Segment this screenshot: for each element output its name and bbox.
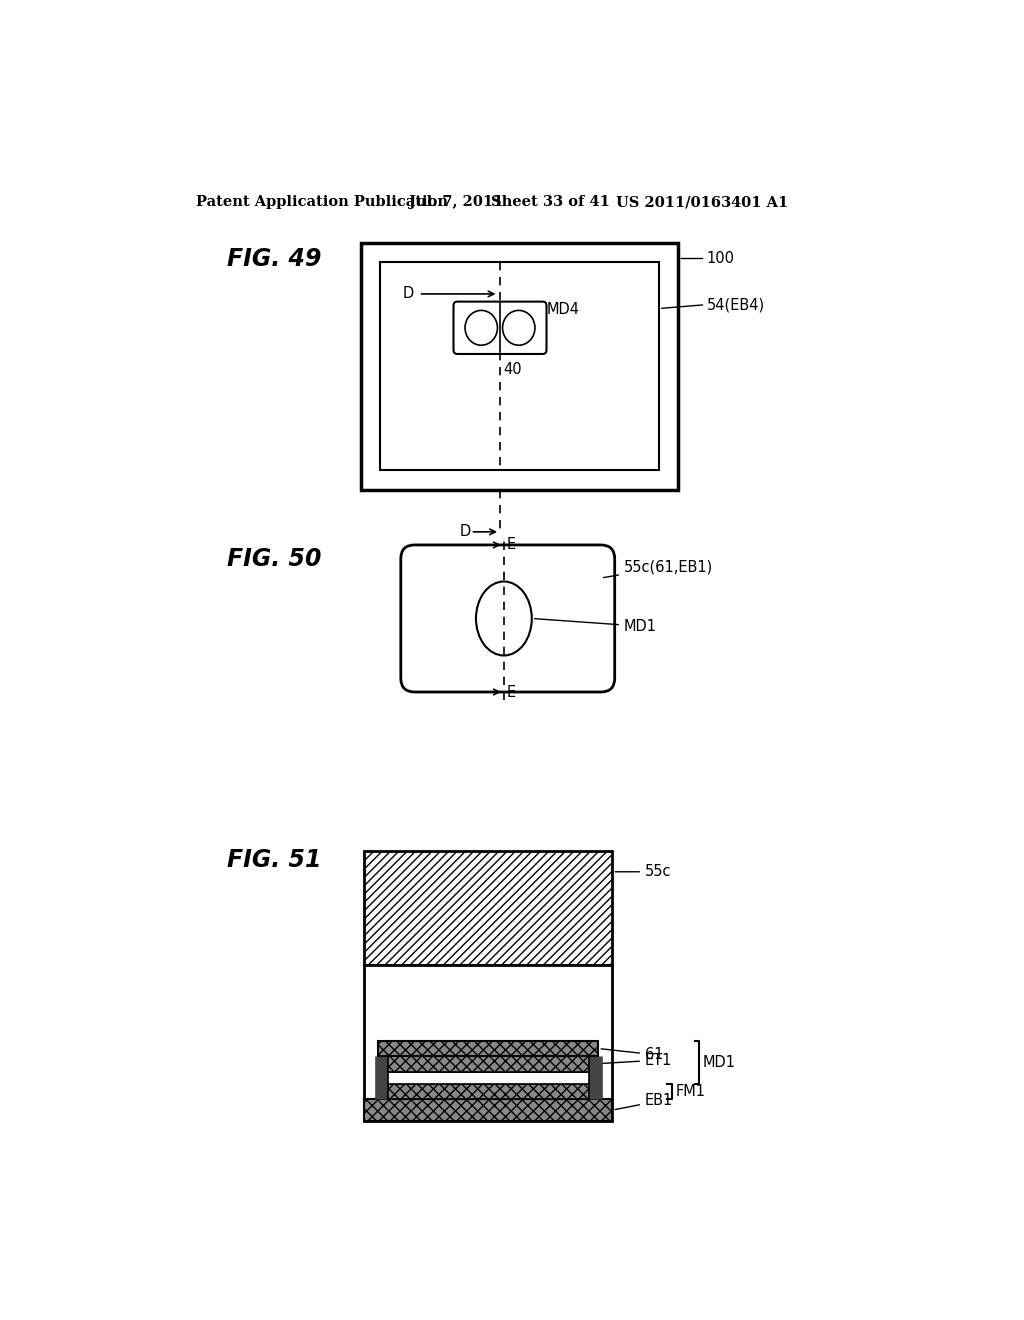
Text: 55c: 55c bbox=[615, 865, 672, 879]
Text: MD4: MD4 bbox=[547, 302, 580, 317]
Text: US 2011/0163401 A1: US 2011/0163401 A1 bbox=[616, 195, 788, 210]
Text: MD1: MD1 bbox=[702, 1055, 735, 1071]
Text: MD1: MD1 bbox=[535, 619, 657, 634]
Text: EB1: EB1 bbox=[615, 1093, 673, 1110]
Bar bbox=[378, 1057, 598, 1100]
Text: D: D bbox=[403, 286, 415, 301]
Text: FM1: FM1 bbox=[675, 1084, 706, 1100]
Text: Jul. 7, 2011: Jul. 7, 2011 bbox=[409, 195, 503, 210]
Text: 61: 61 bbox=[601, 1047, 664, 1063]
Text: 100: 100 bbox=[707, 251, 735, 267]
Bar bbox=[388, 1056, 589, 1072]
Text: 40: 40 bbox=[503, 362, 521, 376]
Ellipse shape bbox=[476, 582, 531, 656]
Bar bbox=[388, 1072, 589, 1084]
Text: FIG. 51: FIG. 51 bbox=[227, 847, 322, 871]
FancyBboxPatch shape bbox=[454, 302, 547, 354]
Bar bbox=[365, 965, 612, 1121]
Text: FIG. 49: FIG. 49 bbox=[227, 247, 322, 271]
Text: 54(EB4): 54(EB4) bbox=[707, 297, 765, 313]
Bar bbox=[380, 263, 658, 470]
Bar bbox=[365, 851, 612, 965]
Ellipse shape bbox=[503, 310, 535, 346]
Text: Sheet 33 of 41: Sheet 33 of 41 bbox=[490, 195, 609, 210]
Text: 55c(61,EB1): 55c(61,EB1) bbox=[603, 558, 714, 578]
Text: ET1: ET1 bbox=[597, 1052, 673, 1068]
Bar bbox=[365, 1100, 612, 1121]
Text: FIG. 50: FIG. 50 bbox=[227, 548, 322, 572]
Text: D: D bbox=[460, 524, 471, 540]
Ellipse shape bbox=[465, 310, 498, 346]
Bar bbox=[360, 243, 678, 490]
Text: E: E bbox=[507, 537, 516, 553]
Text: Patent Application Publication: Patent Application Publication bbox=[197, 195, 449, 210]
Bar bbox=[378, 1040, 598, 1056]
FancyBboxPatch shape bbox=[400, 545, 614, 692]
Text: E: E bbox=[507, 685, 516, 700]
Bar bbox=[388, 1084, 589, 1100]
